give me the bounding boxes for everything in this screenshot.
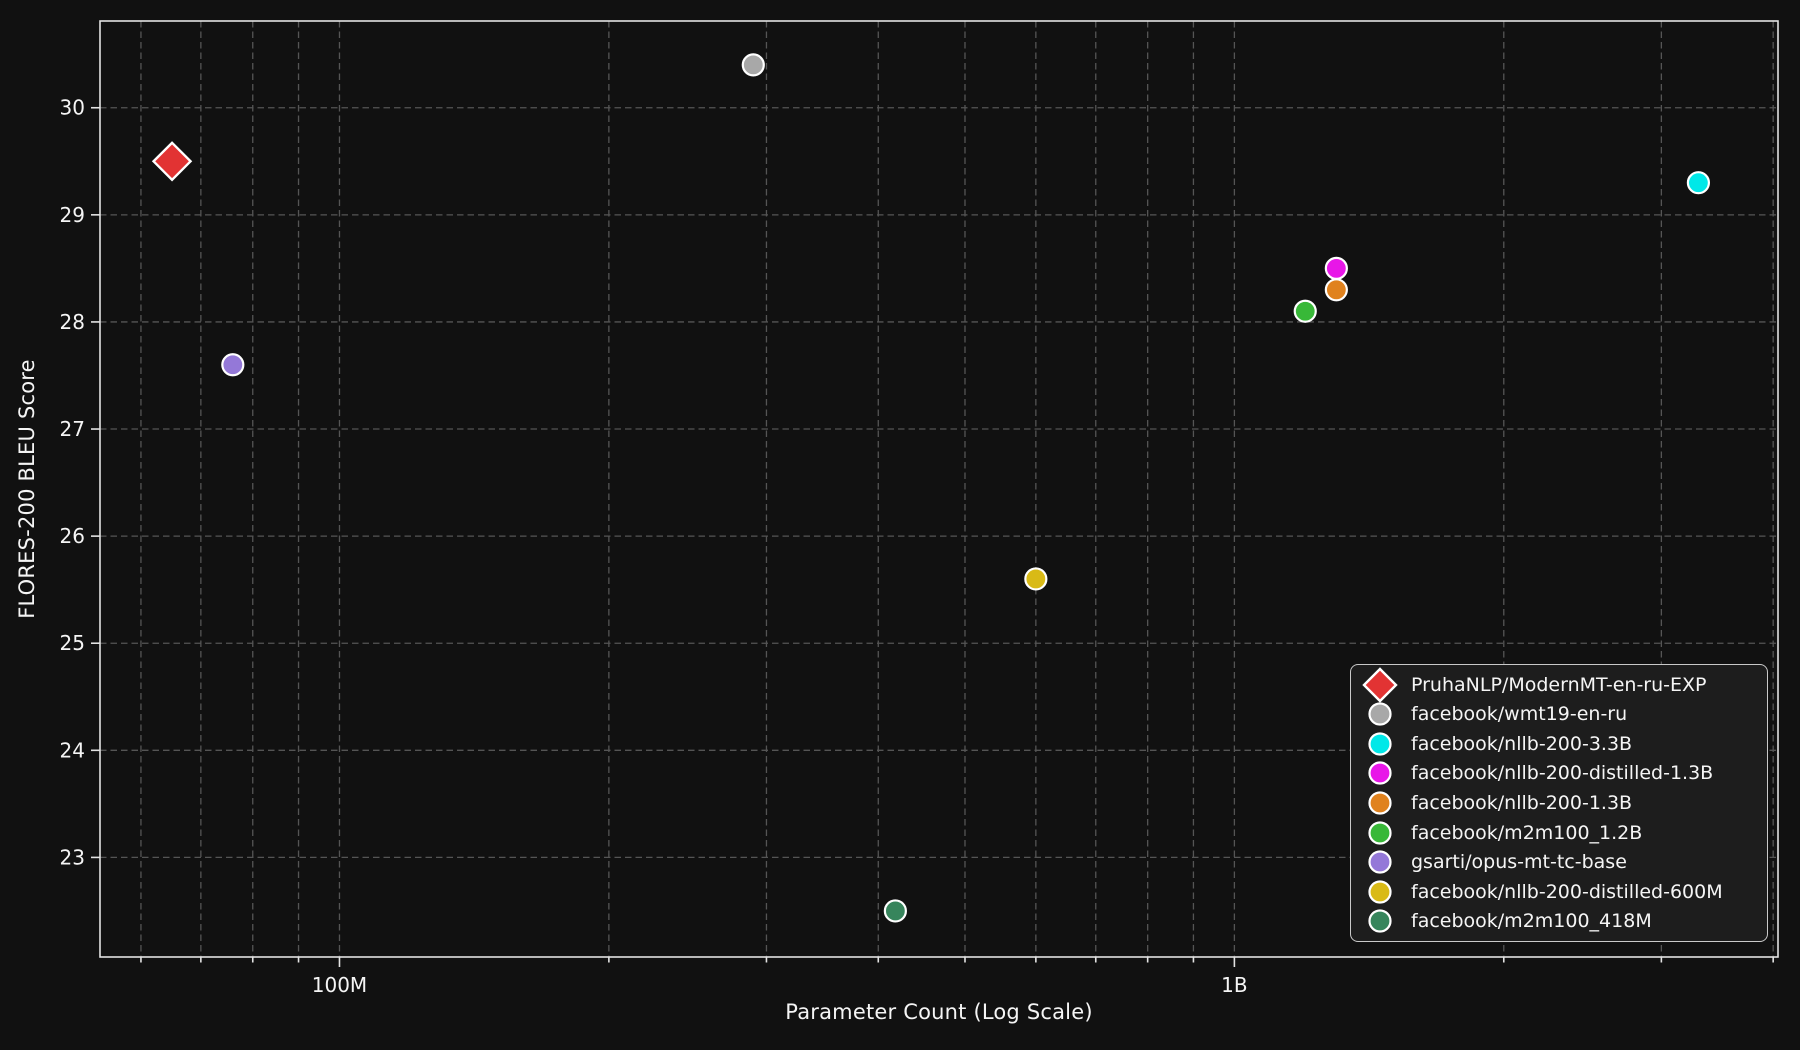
legend-item: facebook/nllb-200-distilled-600M [1359, 877, 1757, 906]
data-point-circle [883, 899, 907, 923]
legend-item: gsarti/opus-mt-tc-base [1359, 848, 1757, 877]
legend-marker-glyph [1368, 850, 1392, 874]
legend-circle-marker-icon [1359, 814, 1401, 852]
legend-marker-shape [1368, 879, 1392, 904]
legend-item: PruhaNLP/ModernMT-en-ru-EXP [1359, 667, 1757, 703]
y-tick-label: 30 [60, 96, 85, 120]
legend-item: facebook/m2m100_1.2B [1359, 818, 1757, 847]
legend-marker-glyph [1368, 879, 1392, 904]
legend-label: facebook/nllb-200-1.3B [1411, 791, 1633, 814]
y-axis-label: FLORES-200 BLEU Score [15, 359, 39, 619]
legend-marker-glyph [1368, 909, 1392, 933]
legend-marker-glyph [1368, 791, 1392, 815]
data-point-circle [1293, 299, 1317, 323]
legend-circle-marker-icon [1359, 784, 1401, 822]
data-point-circle [1024, 567, 1048, 591]
legend-item: facebook/m2m100_418M [1359, 907, 1757, 936]
legend-item: facebook/nllb-200-3.3B [1359, 729, 1757, 758]
legend-label: facebook/m2m100_418M [1411, 910, 1652, 933]
legend-circle-marker-icon [1359, 843, 1401, 881]
x-tick-label: 100M [312, 973, 367, 997]
y-tick-label: 28 [60, 310, 85, 334]
legend-circle-marker-icon [1359, 695, 1401, 733]
legend-marker-glyph [1368, 761, 1392, 786]
data-point-circle [1686, 171, 1711, 195]
legend-item: facebook/nllb-200-distilled-1.3B [1359, 759, 1757, 788]
legend-marker-glyph [1368, 820, 1392, 845]
x-axis-label: Parameter Count (Log Scale) [785, 1000, 1093, 1024]
data-point-circle [221, 353, 245, 377]
x-tick-label: 1B [1221, 973, 1247, 997]
y-tick-label: 27 [60, 417, 85, 441]
legend-item: facebook/wmt19-en-ru [1359, 700, 1757, 729]
plot-area-border [99, 20, 1779, 958]
legend-circle-marker-icon [1359, 873, 1401, 911]
legend-marker-shape [1368, 702, 1392, 726]
legend-marker-shape [1368, 761, 1392, 786]
legend-marker-shape [1368, 850, 1392, 874]
y-tick-label: 25 [60, 631, 85, 655]
legend-marker-glyph [1362, 667, 1398, 703]
y-tick-label: 29 [60, 203, 85, 227]
legend-marker-shape [1368, 791, 1392, 815]
legend-marker-shape [1368, 820, 1392, 845]
legend-label: facebook/wmt19-en-ru [1411, 703, 1628, 726]
legend-item: facebook/nllb-200-1.3B [1359, 788, 1757, 817]
legend-marker-shape [1368, 732, 1392, 756]
legend-label: facebook/nllb-200-distilled-600M [1411, 880, 1723, 903]
y-tick-label: 23 [60, 845, 85, 869]
legend-circle-marker-icon [1359, 902, 1401, 940]
data-point-circle [1324, 278, 1348, 302]
legend-diamond-marker-icon [1359, 666, 1401, 704]
legend: PruhaNLP/ModernMT-en-ru-EXP facebook/wmt1… [1350, 664, 1768, 942]
legend-marker-shape [1368, 909, 1392, 933]
legend-circle-marker-icon [1359, 725, 1401, 763]
legend-label: gsarti/opus-mt-tc-base [1411, 851, 1627, 874]
y-tick-label: 26 [60, 524, 85, 548]
legend-label: PruhaNLP/ModernMT-en-ru-EXP [1411, 673, 1707, 696]
legend-marker-glyph [1368, 702, 1392, 726]
legend-marker-glyph [1368, 732, 1392, 756]
data-point-circle [1324, 256, 1348, 280]
legend-label: facebook/nllb-200-distilled-1.3B [1411, 762, 1714, 785]
data-point-diamond [151, 141, 193, 182]
legend-marker-shape [1362, 667, 1398, 703]
legend-label: facebook/nllb-200-3.3B [1411, 732, 1633, 755]
data-point-circle [741, 53, 765, 77]
y-tick-label: 24 [60, 738, 85, 762]
legend-circle-marker-icon [1359, 754, 1401, 792]
legend-label: facebook/m2m100_1.2B [1411, 821, 1643, 844]
